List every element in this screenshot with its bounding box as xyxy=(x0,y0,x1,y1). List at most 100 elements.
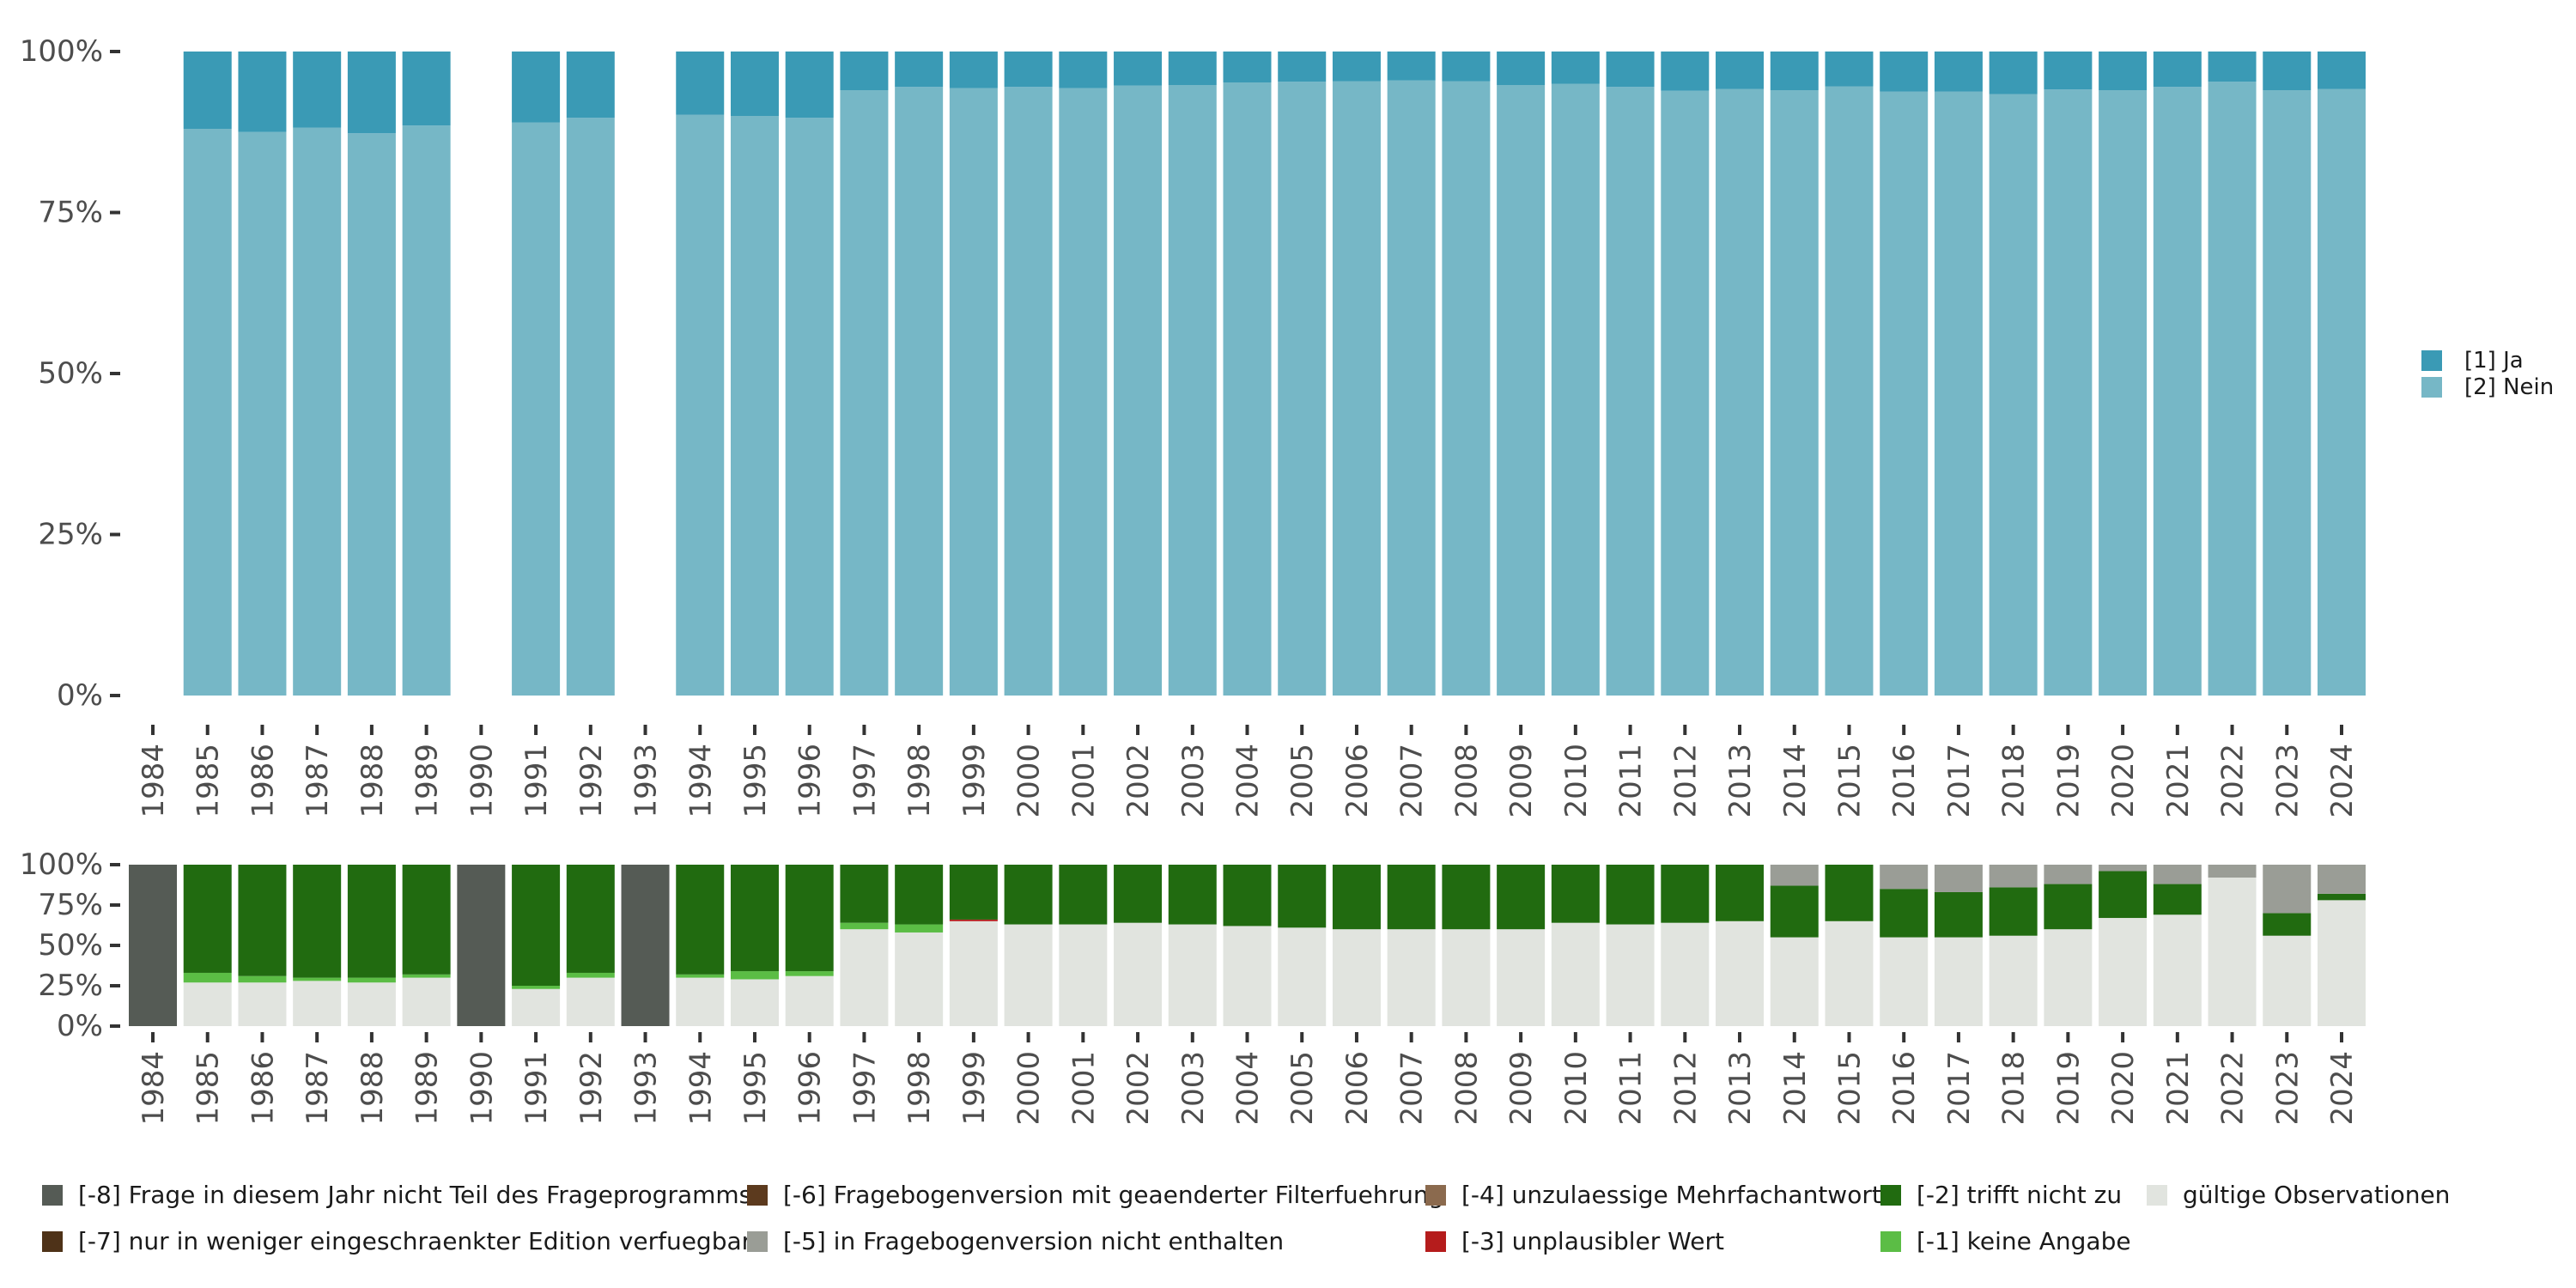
bottom-bar-2018-s0 xyxy=(1989,935,2038,1026)
top-x-tick-label: 2007 xyxy=(1395,744,1430,818)
legend-label-m3: [-3] unplausibler Wert xyxy=(1461,1227,1724,1255)
bottom-bar-2021-s0 xyxy=(2153,914,2202,1026)
top-x-tick-label: 1993 xyxy=(629,744,664,818)
top-bar-1998-s0 xyxy=(895,87,944,696)
bottom-bar-2022-s5 xyxy=(2208,865,2257,878)
bottom-bar-2006-s0 xyxy=(1332,929,1381,1026)
bottom-bar-2007-s0 xyxy=(1387,929,1436,1026)
bottom-x-tick-label: 2000 xyxy=(1012,1051,1047,1126)
bottom-bar-2010-s0 xyxy=(1551,922,1600,1026)
top-bar-2018-s0 xyxy=(1989,94,2038,696)
top-bar-2006-s1 xyxy=(1332,52,1381,82)
top-x-tick-label: 1992 xyxy=(574,744,609,818)
bottom-x-tick-label: 2006 xyxy=(1340,1051,1375,1126)
bottom-bar-2004-s3 xyxy=(1223,865,1272,927)
top-bar-1992-s0 xyxy=(566,118,615,696)
top-bar-2019-s0 xyxy=(2044,89,2093,696)
bottom-bar-1995-s3 xyxy=(730,865,779,972)
top-bar-2008-s1 xyxy=(1442,52,1491,82)
legend-label-valid: gültige Observationen xyxy=(2183,1181,2451,1209)
top-bar-1988-s0 xyxy=(347,133,396,696)
top-bar-1997-s0 xyxy=(840,90,889,696)
bottom-bar-2016-s3 xyxy=(1880,889,1929,938)
top-x-tick-label: 2013 xyxy=(1723,744,1758,818)
top-x-tick-label: 2004 xyxy=(1231,744,1266,818)
top-bar-2006-s0 xyxy=(1332,81,1381,696)
top-bar-2024-s0 xyxy=(2318,88,2366,696)
bottom-bar-1985-s3 xyxy=(183,865,232,973)
bottom-bar-1988-s0 xyxy=(347,982,396,1026)
bottom-bar-2013-s3 xyxy=(1716,865,1765,921)
top-x-tick-label: 2014 xyxy=(1778,744,1813,818)
top-bar-2018-s1 xyxy=(1989,52,2038,94)
bottom-bar-2016-s5 xyxy=(1880,865,1929,890)
bottom-bar-1995-s1 xyxy=(730,971,779,980)
top-bar-1994-s1 xyxy=(676,52,725,115)
top-y-tick-label: 50% xyxy=(38,356,103,391)
bottom-x-tick-label: 2001 xyxy=(1066,1051,1101,1126)
top-bar-2004-s1 xyxy=(1223,52,1272,82)
bottom-bar-1996-s0 xyxy=(785,975,834,1026)
top-bar-2010-s0 xyxy=(1551,83,1600,696)
bottom-x-tick-label: 2015 xyxy=(1832,1051,1867,1126)
bottom-bar-1987-s3 xyxy=(293,865,342,978)
bottom-bar-1986-s0 xyxy=(238,982,287,1026)
bottom-bar-2006-s3 xyxy=(1332,865,1381,930)
top-x-tick-label: 1999 xyxy=(957,744,992,818)
legend-swatch-nein xyxy=(2421,377,2442,398)
bottom-x-tick-label: 2017 xyxy=(1942,1051,1977,1126)
legend-swatch-m4 xyxy=(1425,1184,1446,1206)
top-bar-2022-s0 xyxy=(2208,82,2257,696)
top-bar-2007-s0 xyxy=(1387,80,1436,696)
top-bar-1999-s1 xyxy=(949,52,998,88)
top-x-tick-label: 2002 xyxy=(1121,744,1156,818)
bottom-bar-2017-s5 xyxy=(1934,865,1983,892)
bottom-bar-1985-s0 xyxy=(183,982,232,1026)
bottom-bar-1987-s1 xyxy=(293,977,342,981)
bottom-y-tick-label: 100% xyxy=(20,848,103,882)
bottom-bar-2017-s0 xyxy=(1934,937,1983,1026)
bottom-x-tick-label: 2003 xyxy=(1176,1051,1211,1126)
legend-label-m6: [-6] Fragebogenversion mit geaenderter F… xyxy=(783,1181,1444,1209)
bottom-bar-1991-s1 xyxy=(512,986,561,989)
top-bar-2001-s0 xyxy=(1059,88,1108,696)
top-x-tick-label: 2001 xyxy=(1066,744,1101,818)
top-x-tick-label: 1988 xyxy=(355,744,390,818)
bottom-x-tick-label: 2023 xyxy=(2270,1051,2305,1126)
top-bar-2021-s0 xyxy=(2153,87,2202,696)
bottom-bar-1990-s8 xyxy=(457,865,506,1026)
bottom-bar-2023-s5 xyxy=(2263,865,2312,914)
top-bar-1995-s0 xyxy=(730,116,779,696)
bottom-bar-2002-s3 xyxy=(1114,865,1163,923)
bottom-bar-1999-s3 xyxy=(949,865,998,920)
bottom-bar-1993-s8 xyxy=(621,865,670,1026)
top-bar-1994-s0 xyxy=(676,114,725,696)
top-bar-2016-s0 xyxy=(1880,91,1929,696)
bottom-x-tick-label: 2013 xyxy=(1723,1051,1758,1126)
top-bar-2017-s0 xyxy=(1934,91,1983,696)
legend-label-m5: [-5] in Fragebogenversion nicht enthalte… xyxy=(783,1227,1285,1255)
top-x-tick-label: 2005 xyxy=(1285,744,1320,818)
top-x-tick-label: 2018 xyxy=(1997,744,2032,818)
top-bar-2020-s1 xyxy=(2099,52,2148,90)
bottom-bar-2024-s5 xyxy=(2318,865,2366,894)
bottom-bar-1988-s3 xyxy=(347,865,396,978)
top-bar-1989-s1 xyxy=(402,52,451,126)
top-x-tick-label: 1984 xyxy=(137,744,171,818)
bottom-bar-2008-s3 xyxy=(1442,865,1491,930)
bottom-bar-2003-s3 xyxy=(1168,865,1217,925)
top-bar-2009-s0 xyxy=(1497,85,1546,696)
top-x-tick-label: 2006 xyxy=(1340,744,1375,818)
top-bar-2003-s0 xyxy=(1168,85,1217,696)
top-bar-2004-s0 xyxy=(1223,82,1272,696)
bottom-x-tick-label: 1985 xyxy=(191,1051,226,1126)
top-bar-2012-s1 xyxy=(1661,52,1710,91)
top-bar-2008-s0 xyxy=(1442,81,1491,696)
bottom-bar-2022-s0 xyxy=(2208,878,2257,1026)
bottom-bar-1996-s1 xyxy=(785,971,834,976)
top-bar-1987-s1 xyxy=(293,52,342,128)
bottom-bar-1992-s3 xyxy=(566,865,615,973)
top-bar-1996-s0 xyxy=(785,118,834,696)
top-bar-1989-s0 xyxy=(402,125,451,696)
